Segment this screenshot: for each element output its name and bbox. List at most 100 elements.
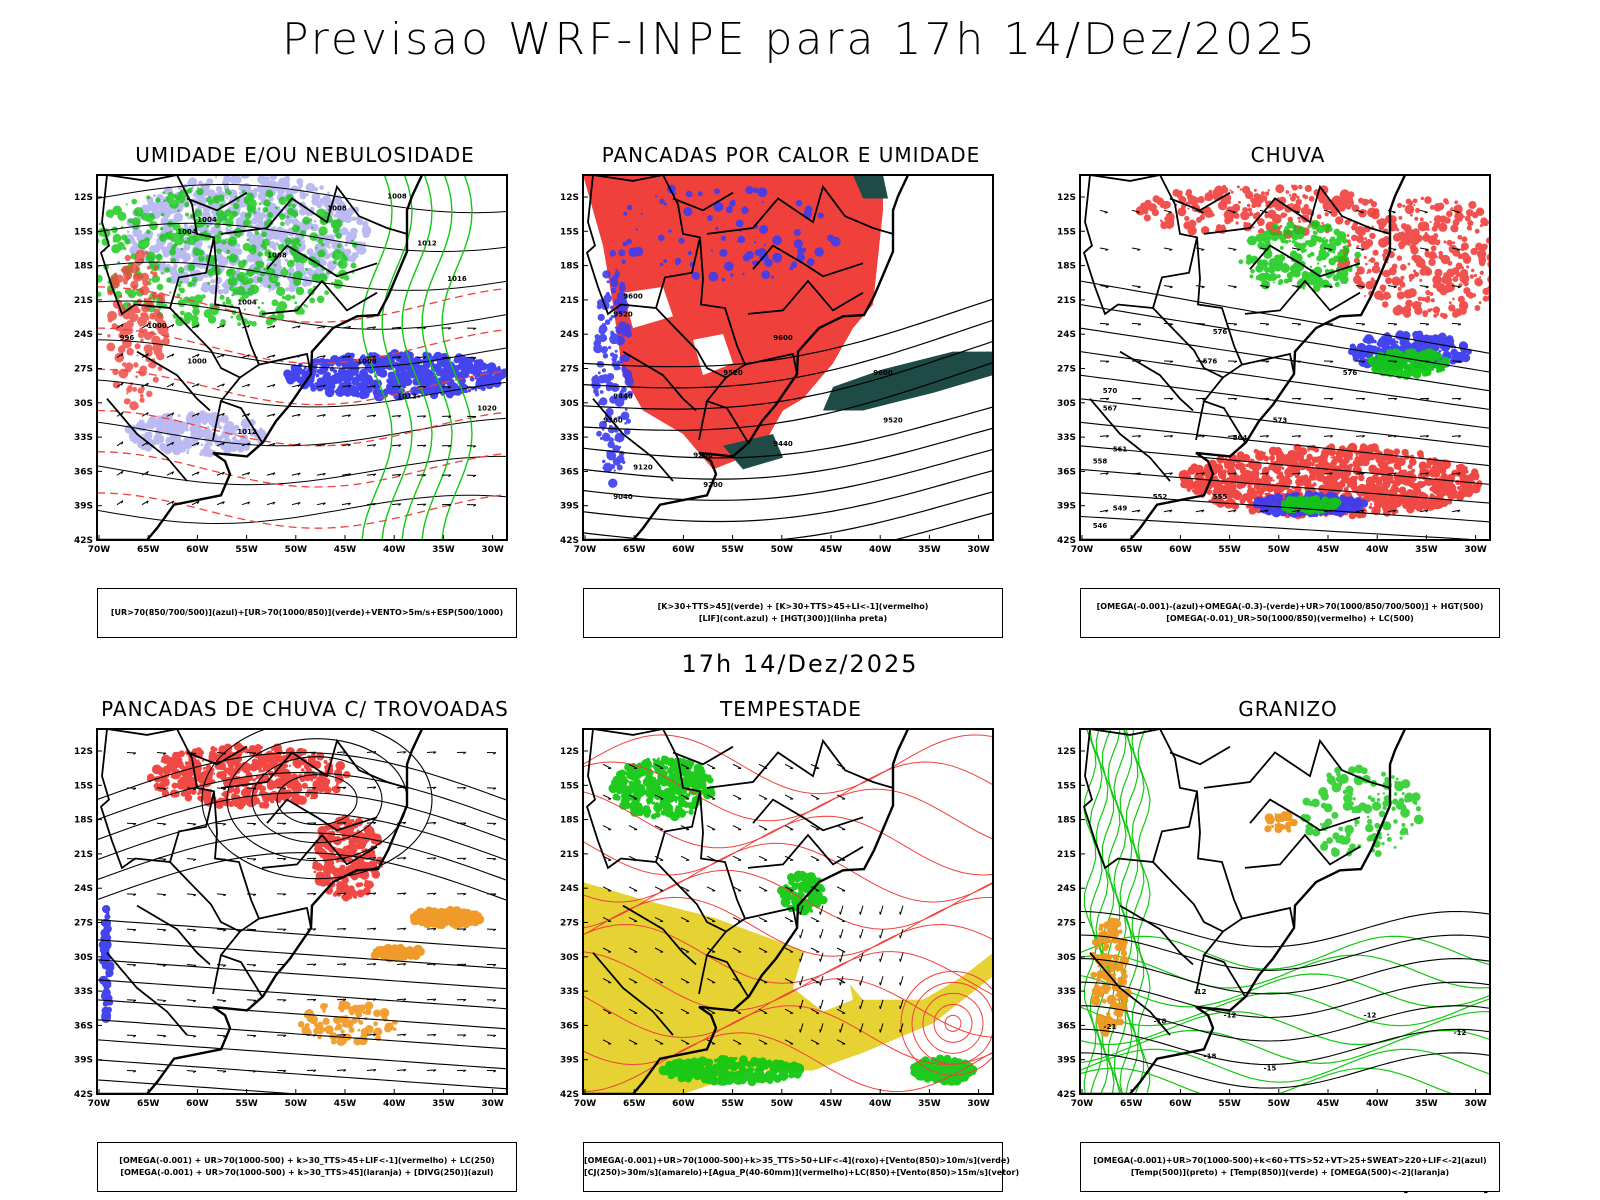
- shade-cell: [173, 212, 184, 223]
- wind-vector-head: [272, 413, 276, 417]
- contour-label: 1008: [267, 251, 287, 259]
- shade-cell: [241, 190, 246, 194]
- shade-cell: [429, 376, 434, 382]
- shade-cell: [790, 261, 798, 269]
- shade-cell: [183, 311, 193, 321]
- shade-cell: [207, 196, 212, 202]
- shade-cell: [232, 287, 240, 295]
- shade-cell: [154, 312, 164, 323]
- lon-tick-label: 40W: [869, 545, 892, 555]
- shade-cell: [210, 278, 215, 284]
- shade-cell: [121, 265, 130, 275]
- shade-cell: [463, 389, 467, 393]
- shade-cell: [724, 261, 734, 272]
- shade-cell: [1385, 277, 1393, 285]
- shade-cell: [1478, 301, 1482, 305]
- shade-cell: [1412, 198, 1418, 204]
- shade-cell: [334, 278, 337, 282]
- shade-cell: [1432, 485, 1442, 495]
- shade-cell: [432, 356, 436, 360]
- shade-cell: [735, 219, 744, 228]
- shade-cell: [1342, 196, 1350, 204]
- coastline: [583, 175, 910, 540]
- shade-cell: [162, 250, 170, 258]
- contour-label: 9440: [773, 440, 793, 448]
- shade-cell: [277, 309, 280, 312]
- shade-cell: [1424, 351, 1427, 354]
- shade-cell: [156, 339, 164, 348]
- shade-cell: [1332, 471, 1342, 480]
- shade-cell: [1438, 239, 1441, 242]
- wind-vector-head: [121, 353, 124, 357]
- shade-cell: [1377, 218, 1388, 228]
- contour-label: 1008: [387, 193, 407, 201]
- shade-cell: [753, 240, 757, 244]
- shade-cell: [1321, 458, 1326, 463]
- shade-cell: [1265, 191, 1270, 196]
- shade-cell: [107, 317, 113, 323]
- valid-time-title: 17h 14/Dez/2025: [681, 650, 919, 678]
- shade-cell: [129, 439, 133, 442]
- shade-cell: [728, 205, 733, 210]
- shade-cell: [1436, 364, 1443, 372]
- shade-cell: [1364, 295, 1367, 298]
- shade-cell: [317, 238, 324, 244]
- shade-cell: [597, 371, 601, 375]
- shade-cell: [320, 259, 327, 267]
- shade-cell: [624, 392, 628, 395]
- shade-cell: [130, 253, 137, 260]
- shade-cell: [1369, 232, 1376, 240]
- shade-cell: [277, 206, 281, 209]
- shade-cell: [593, 343, 603, 354]
- shade-cell: [1381, 301, 1389, 308]
- shade-cell: [1450, 224, 1459, 233]
- shade-cell: [1235, 221, 1239, 225]
- shade-cell: [1447, 260, 1453, 266]
- political-border: [592, 398, 674, 482]
- shade-cell: [222, 301, 226, 305]
- shade-cell: [1491, 239, 1500, 248]
- contour-line: [97, 222, 507, 252]
- shade-cell: [1414, 487, 1422, 495]
- shade-cell: [607, 440, 615, 449]
- shade-cell: [146, 431, 153, 438]
- shade-cell: [617, 360, 622, 365]
- shade-cell: [1403, 289, 1413, 299]
- shade-cell: [126, 230, 130, 234]
- lat-tick-label: 42S: [74, 536, 93, 546]
- shade-cell: [284, 251, 289, 256]
- shade-cell: [200, 443, 204, 447]
- thickness-line: [97, 409, 507, 447]
- map-chuva: 5765765765735705675645615585555525495461…: [1057, 174, 1509, 555]
- shade-cell: [296, 378, 302, 384]
- panel-umidade: UMIDADE E/OU NEBULOSIDADE 1008 1008 1004 10…: [60, 143, 550, 638]
- shade-cell: [1495, 253, 1497, 255]
- shade-cell: [247, 289, 254, 296]
- shade-cell: [294, 305, 304, 315]
- shade-cell: [265, 189, 274, 198]
- wind-vector-head: [171, 441, 175, 446]
- shade-cell: [269, 175, 278, 181]
- shade-cell: [336, 355, 347, 366]
- shade-cell: [1267, 209, 1277, 219]
- shade-cell: [1409, 278, 1413, 282]
- political-border: [698, 400, 708, 441]
- shade-cell: [163, 199, 166, 202]
- shade-cell: [202, 205, 211, 214]
- shade-cell: [1426, 295, 1430, 300]
- shade-cell: [317, 249, 326, 258]
- shade-cell: [164, 267, 170, 273]
- shade-cell: [1413, 271, 1420, 277]
- shade-cell: [257, 175, 267, 185]
- shade-cell: [1410, 370, 1416, 376]
- shade-cell: [1422, 349, 1432, 360]
- shade-cell: [291, 203, 296, 209]
- shade-cell: [207, 281, 211, 285]
- shade-cell: [1397, 286, 1402, 291]
- shade-cell: [1297, 475, 1308, 485]
- shade-cell: [1500, 226, 1509, 235]
- shade-cell: [178, 280, 183, 285]
- wind-vector: [366, 385, 376, 388]
- shade-cell: [154, 438, 160, 444]
- shade-cell: [133, 206, 144, 217]
